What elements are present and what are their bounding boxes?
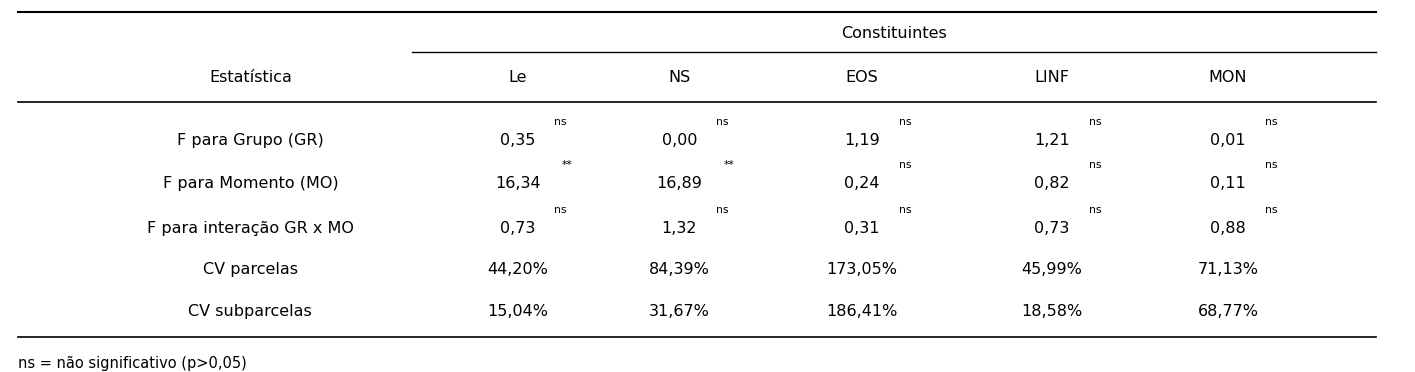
Text: ns: ns: [555, 118, 566, 128]
Text: 173,05%: 173,05%: [826, 262, 897, 278]
Text: Constituintes: Constituintes: [841, 26, 947, 41]
Text: ns: ns: [716, 118, 729, 128]
Text: ns: ns: [1088, 160, 1101, 170]
Text: ns: ns: [899, 205, 911, 215]
Text: 18,58%: 18,58%: [1022, 304, 1082, 319]
Text: 0,73: 0,73: [499, 221, 535, 236]
Text: 0,82: 0,82: [1034, 176, 1070, 191]
Text: LINF: LINF: [1034, 70, 1070, 86]
Text: Le: Le: [508, 70, 526, 86]
Text: ns: ns: [899, 160, 911, 170]
Text: 15,04%: 15,04%: [487, 304, 548, 319]
Text: NS: NS: [668, 70, 691, 86]
Text: 84,39%: 84,39%: [649, 262, 710, 278]
Text: 0,00: 0,00: [662, 133, 698, 148]
Text: 68,77%: 68,77%: [1197, 304, 1258, 319]
Text: 0,73: 0,73: [1034, 221, 1070, 236]
Text: CV subparcelas: CV subparcelas: [188, 304, 313, 319]
Text: 0,11: 0,11: [1210, 176, 1245, 191]
Text: CV parcelas: CV parcelas: [202, 262, 297, 278]
Text: 0,24: 0,24: [845, 176, 880, 191]
Text: F para Momento (MO): F para Momento (MO): [163, 176, 338, 191]
Text: MON: MON: [1208, 70, 1247, 86]
Text: ns: ns: [1265, 160, 1278, 170]
Text: EOS: EOS: [846, 70, 879, 86]
Text: 0,35: 0,35: [499, 133, 535, 148]
Text: 71,13%: 71,13%: [1197, 262, 1258, 278]
Text: **: **: [562, 160, 573, 170]
Text: 16,89: 16,89: [657, 176, 702, 191]
Text: 44,20%: 44,20%: [487, 262, 548, 278]
Text: ns: ns: [1088, 205, 1101, 215]
Text: ns: ns: [1088, 118, 1101, 128]
Text: 16,34: 16,34: [495, 176, 541, 191]
Text: F para Grupo (GR): F para Grupo (GR): [177, 133, 324, 148]
Text: ns: ns: [1265, 205, 1278, 215]
Text: 1,19: 1,19: [845, 133, 880, 148]
Text: 186,41%: 186,41%: [826, 304, 899, 319]
Text: 1,32: 1,32: [662, 221, 698, 236]
Text: ns: ns: [555, 205, 566, 215]
Text: 45,99%: 45,99%: [1022, 262, 1082, 278]
Text: ns: ns: [1265, 118, 1278, 128]
Text: ns = não significativo (p>0,05): ns = não significativo (p>0,05): [18, 356, 248, 371]
Text: ns: ns: [899, 118, 911, 128]
Text: 1,21: 1,21: [1034, 133, 1070, 148]
Text: **: **: [723, 160, 734, 170]
Text: ns: ns: [716, 205, 729, 215]
Text: 0,31: 0,31: [845, 221, 880, 236]
Text: F para interação GR x MO: F para interação GR x MO: [147, 221, 354, 236]
Text: 0,01: 0,01: [1210, 133, 1245, 148]
Text: 0,88: 0,88: [1210, 221, 1245, 236]
Text: Estatística: Estatística: [209, 70, 291, 86]
Text: 31,67%: 31,67%: [649, 304, 710, 319]
